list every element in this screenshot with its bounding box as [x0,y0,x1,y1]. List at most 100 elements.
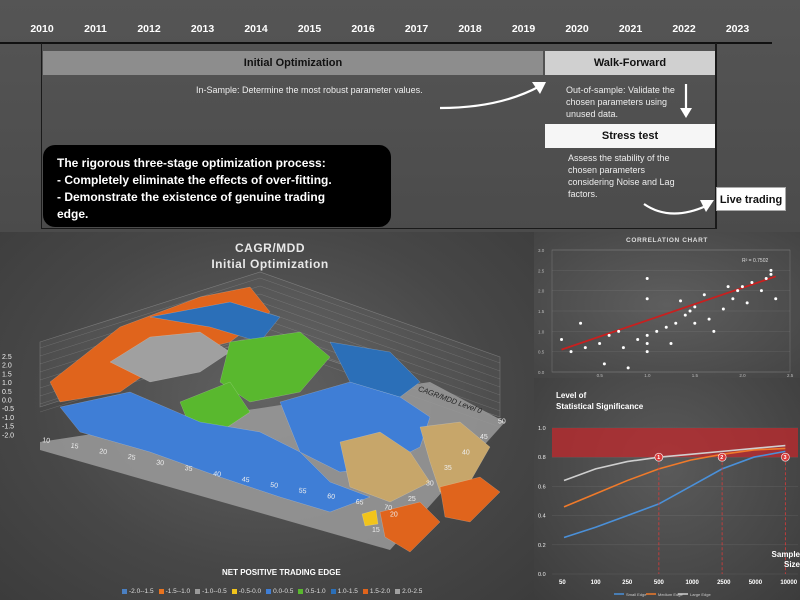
correlation-point [645,276,649,280]
significance-y-tick: 0.6 [538,484,546,490]
correlation-x-tick: 2.0 [739,373,746,378]
correlation-point [621,346,625,350]
surface-chart-title: CAGR/MDD Initial Optimization [170,240,370,272]
correlation-point [721,307,725,311]
surface-z-tick: 2.0 [2,363,12,370]
correlation-point [655,329,659,333]
live-trading-label: Live trading [716,187,786,211]
significance-chart: 0.0 0.2 0.4 0.6 0.8 1.0 50 100 250 500 1000 2500 500… [538,426,798,597]
surface-patch-orange-bottom [379,501,441,553]
walk-forward-bar: Walk-Forward [545,51,715,75]
surface-depth-tick: 15 [372,527,380,534]
process-callout: The rigorous three-stage optimization pr… [43,145,391,227]
correlation-point [693,321,697,325]
surface-x-tick: 50 [270,482,279,490]
correlation-point [645,342,649,346]
correlation-point [740,285,744,289]
significance-marker-label: 3 [784,455,787,461]
timeline-axis-line [0,42,772,44]
significance-x-tick: 250 [622,580,633,586]
surface-x-tick: 45 [241,476,250,484]
significance-marker-label: 1 [657,455,660,461]
surface-gridline [39,277,501,364]
arrow-head-walk-forward [532,82,546,94]
correlation-point [664,325,668,329]
correlation-point [645,350,649,354]
surface-patch-orange-bottom-right [439,476,501,523]
significance-x-axis-label: Sample Size [768,550,800,570]
significance-x-tick: 5000 [749,580,763,586]
year-label-2011: 2011 [84,23,107,35]
correlation-y-tick: 2.5 [538,268,545,273]
correlation-y-tick: 1.0 [538,329,545,334]
callout-line-1: The rigorous three-stage optimization pr… [57,156,326,170]
correlation-y-tick: 3.0 [538,248,545,253]
year-label-2014: 2014 [244,23,268,35]
significance-legend-label: Medium Edge [658,592,683,597]
correlation-point [583,346,587,350]
out-of-sample-note: Out-of-sample: Validate the chosen param… [566,85,675,119]
legend-label: 0.0-0.5 [273,588,294,595]
correlation-point [688,309,692,313]
correlation-y-tick: 0.5 [538,350,545,355]
surface-z-tick: 0.0 [2,398,12,405]
correlation-point [707,317,711,321]
correlation-point [726,285,730,289]
surface-x-tick: 70 [384,504,393,512]
significance-y-tick: 0.0 [538,572,546,578]
correlation-r2-label: R² = 0.7502 [742,258,768,264]
correlation-trendline [561,275,777,351]
significance-x-tick: 10000 [780,580,797,586]
surface-x-tick: 30 [156,459,165,467]
year-label-2015: 2015 [297,23,322,35]
correlation-point [674,321,678,325]
surface-x-tick: 20 [99,448,108,456]
legend-label: 2.0-2.5 [402,588,423,595]
legend-swatch [195,588,201,594]
callout-line-2: - Completely eliminate the effects of ov… [57,173,332,187]
year-label-2023: 2023 [725,23,750,35]
stress-test-bar: Stress test [545,124,715,148]
correlation-point [626,366,630,370]
surface-legend-item: -2.0--1.5 [122,588,154,595]
significance-legend-label: Large Edge [690,592,711,597]
sig-ylabel-line-2: Statistical Significance [556,402,644,411]
surface-patch-blue-lower [59,391,371,513]
correlation-point [764,276,768,280]
surface-legend-item: 2.0-2.5 [395,588,422,595]
significance-series-0 [563,450,786,539]
surface-x-tick: 35 [184,465,193,473]
stress-test-note: Assess the stability of the chosen param… [568,153,675,199]
correlation-point [702,293,706,297]
legend-label: -2.0--1.5 [129,588,154,595]
surface-legend-item: 0.5-1.0 [298,588,326,595]
significance-y-tick: 0.2 [538,543,546,549]
surface-depth-tick: 40 [462,450,470,457]
legend-label: 1.0-1.5 [337,588,358,595]
legend-label: -1.5--1.0 [165,588,191,595]
correlation-point [636,337,640,341]
year-label-2018: 2018 [458,23,482,35]
significance-legend-label: Small Edge [626,592,647,597]
significance-y-tick: 0.4 [538,514,546,520]
year-label-2010: 2010 [30,23,54,35]
surface-legend-item: -0.5-0.0 [231,588,261,595]
correlation-point [683,313,687,317]
significance-marker [717,452,727,462]
arrow-to-live-trading [643,203,707,215]
process-timeline: 2010 2011 2012 2013 2014 2015 2016 2017 2018 2019… [0,0,800,232]
correlation-point [745,301,749,305]
surface-x-tick: 55 [298,487,307,495]
surface-x-axis-label: NET POSITIVE TRADING EDGE [222,568,341,577]
legend-swatch [231,588,237,594]
correlation-chart-title: CORRELATION CHART [626,237,708,244]
significance-chart-panel: 0.0 0.2 0.4 0.6 0.8 1.0 50 100 250 500 1000 2500 500… [534,378,800,600]
legend-swatch [330,588,336,594]
sig-ylabel-line-1: Level of [556,391,587,400]
surface-legend-item: -1.0--0.5 [195,588,227,595]
arrow-head-stress-test [680,108,692,118]
significance-y-tick: 0.8 [538,455,546,461]
correlation-point [736,289,740,293]
surface-x-tick: 15 [70,443,79,451]
legend-swatch [266,588,272,594]
